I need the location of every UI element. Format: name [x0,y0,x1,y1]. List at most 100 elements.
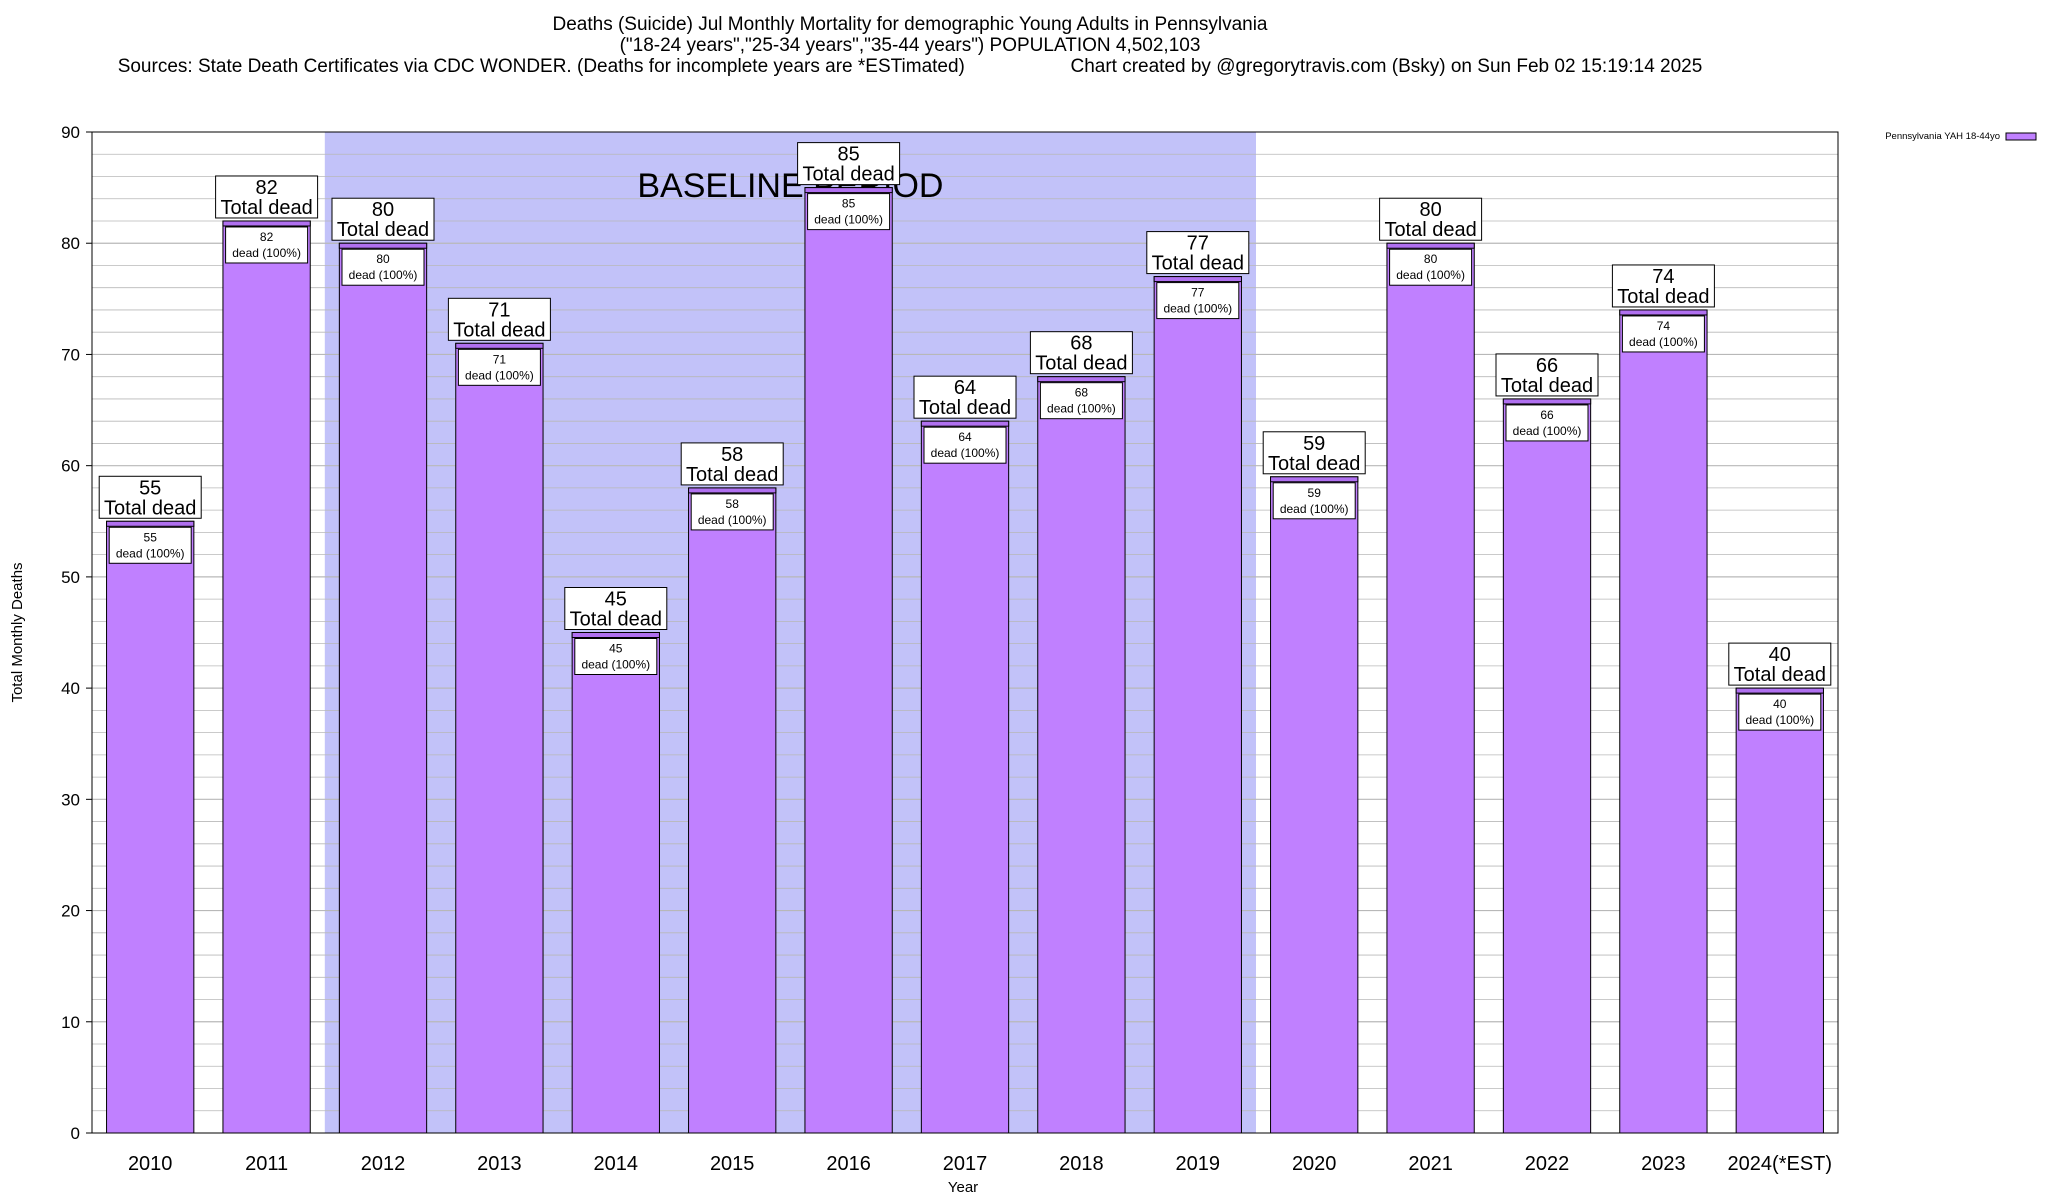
total-label-box [215,175,319,219]
segment-percent-label: dead (100%) [1745,713,1814,727]
segment-label-box [341,248,425,286]
plot-frame [91,131,1839,1134]
segment-value-label: 45 [609,642,623,656]
bar [1037,376,1126,1134]
segment-percent-label: dead (100%) [1396,268,1465,282]
bar [222,220,311,1134]
total-value-label: 45 [605,589,627,611]
legend-label: Pennsylvania YAH 18-44yo [1885,131,2000,142]
segment-value-label: 64 [958,430,972,444]
segment-percent-label: dead (100%) [349,268,418,282]
x-tick-label: 2013 [477,1153,522,1175]
total-value-label: 66 [1536,355,1558,377]
x-tick-label: 2012 [361,1153,406,1175]
y-tick-label: 0 [71,1124,80,1143]
chart-sources-line: Sources: State Death Certificates via CD… [0,56,1820,77]
total-label-box [1495,353,1599,397]
y-tick-label: 60 [61,457,80,476]
segment-percent-label: dead (100%) [116,546,185,560]
y-tick-label: 50 [61,568,80,587]
total-dead-label: Total dead [570,609,662,631]
total-dead-label: Total dead [686,464,778,486]
x-tick-label: 2022 [1525,1153,1570,1175]
x-tick-label: 2020 [1292,1153,1337,1175]
y-tick-label: 20 [61,902,80,921]
bar [338,242,428,1134]
segment-value-label: 58 [726,497,740,511]
total-dead-label: Total dead [1152,253,1244,275]
bar [1619,309,1708,1134]
bar [455,342,544,1134]
total-dead-label: Total dead [1035,353,1127,375]
segment-value-label: 82 [260,230,274,244]
total-dead-label: Total dead [1501,375,1593,397]
segment-value-label: 80 [1424,252,1438,266]
segment-label-box [807,193,891,231]
bar-cap [1153,276,1242,283]
segment-label-box [1738,693,1822,731]
total-label-box [1146,231,1250,275]
segment-label-box [1389,248,1473,286]
y-tick-label: 10 [61,1013,80,1032]
total-dead-label: Total dead [1617,286,1709,308]
total-value-label: 58 [721,444,743,466]
bar [1502,398,1592,1134]
segment-percent-label: dead (100%) [1280,502,1349,516]
y-axis-title: Total Monthly Deaths [9,562,26,702]
total-label-box [1611,264,1715,308]
bar-cap [804,187,893,194]
segment-label-box [1505,404,1589,442]
x-tick-label: 2010 [128,1153,173,1175]
chart-sources: Sources: State Death Certificates via CD… [117,56,965,77]
x-tick-label: 2023 [1641,1153,1686,1175]
bar-cap [1037,376,1126,383]
bar-cap [920,420,1010,427]
segment-value-label: 55 [144,530,158,544]
y-tick-label: 30 [61,790,80,809]
total-value-label: 85 [837,144,859,166]
bar [920,420,1010,1134]
legend-swatch [2005,132,2037,141]
segment-value-label: 74 [1657,319,1671,333]
total-label-box [98,475,202,519]
segment-label-box [690,493,774,531]
segment-percent-label: dead (100%) [1047,402,1116,416]
segment-percent-label: dead (100%) [814,213,883,227]
x-tick-label: 2024(*EST) [1728,1153,1833,1175]
total-value-label: 59 [1303,433,1325,455]
total-value-label: 68 [1070,333,1092,355]
total-dead-label: Total dead [919,397,1011,419]
segment-percent-label: dead (100%) [232,246,301,260]
total-label-box [1029,331,1133,375]
bar-cap [1619,309,1708,316]
bar-cap [222,220,311,227]
total-label-box [1379,197,1483,241]
segment-label-box [1272,482,1356,520]
y-tick-label: 80 [61,234,80,253]
segment-value-label: 68 [1075,386,1089,400]
legend: Pennsylvania YAH 18-44yo [1885,131,2037,142]
x-tick-label: 2014 [594,1153,639,1175]
segment-percent-label: dead (100%) [581,658,650,672]
bar-cap [1502,398,1592,405]
bar-cap [688,487,777,494]
chart-header: Deaths (Suicide) Jul Monthly Mortality f… [0,14,1820,77]
segment-label-box [108,526,192,564]
total-value-label: 40 [1769,644,1791,666]
segment-percent-label: dead (100%) [465,368,534,382]
y-tick-label: 70 [61,345,80,364]
bar [1735,687,1824,1134]
segment-label-box [923,426,1007,464]
total-value-label: 77 [1187,233,1209,255]
bar [571,632,660,1134]
y-tick-label: 90 [61,123,80,142]
total-value-label: 71 [488,299,510,321]
bar [804,187,893,1134]
segment-percent-label: dead (100%) [931,446,1000,460]
total-dead-label: Total dead [337,219,429,241]
total-label-box [797,142,901,186]
total-value-label: 82 [255,177,277,199]
x-tick-label: 2015 [710,1153,755,1175]
total-label-box [331,197,435,241]
